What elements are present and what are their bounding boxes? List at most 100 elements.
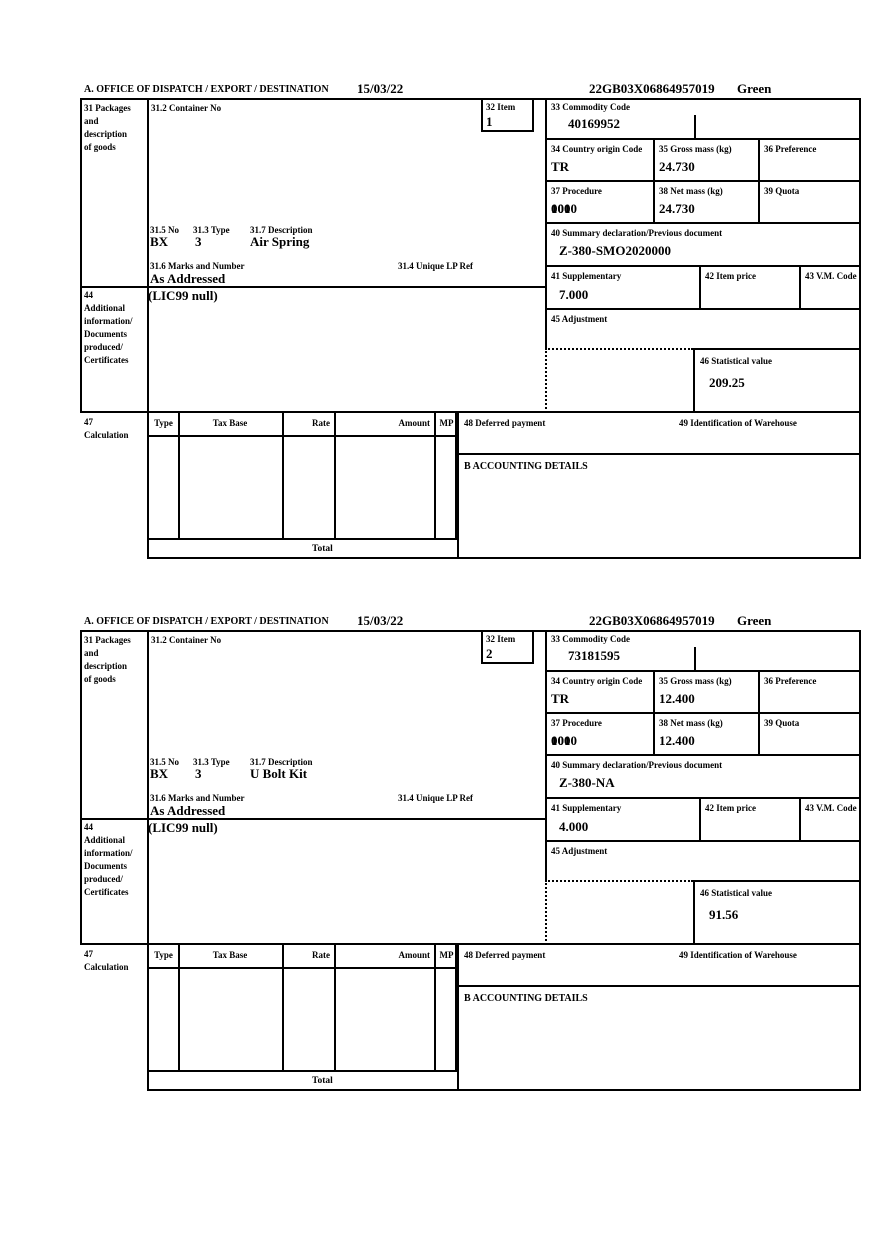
total-label: Total <box>312 1076 333 1086</box>
gross-mass-value: 24.730 <box>659 159 695 174</box>
row-41-42-43: 41 Supplementary 7.000 42 Item price 43 … <box>545 267 861 310</box>
dotted-region <box>545 880 693 945</box>
box48-deferred-payment: 48 Deferred payment <box>457 945 674 987</box>
item-number-label: 32 Item <box>486 102 516 112</box>
procedure-value-2: 001 <box>551 201 571 216</box>
box43-vm-code: 43 V.M. Code <box>799 799 863 840</box>
tax-base-header: Tax Base <box>212 418 248 428</box>
goods-description-value: Air Spring <box>250 234 310 249</box>
goods-description-value: U Bolt Kit <box>250 766 308 781</box>
table-column-divider <box>282 413 284 538</box>
box49-warehouse: 49 Identification of Warehouse <box>674 945 861 987</box>
tax-table-header: Type Tax Base Rate Amount MP <box>149 945 455 969</box>
statistical-value-label: 46 Statistical value <box>700 356 772 366</box>
box39-quota: 39 Quota <box>758 182 863 222</box>
box47-calculation-label: 47 Calculation <box>84 949 129 972</box>
net-mass-label: 38 Net mass (kg) <box>659 186 723 196</box>
supplementary-value: 7.000 <box>559 287 589 302</box>
tax-calculation-table: Type Tax Base Rate Amount MP <box>147 413 457 540</box>
box36-preference: 36 Preference <box>758 140 863 180</box>
tax-rate-header: Rate <box>312 950 330 960</box>
procedure-value-1: 1000 <box>551 201 577 216</box>
box42-item-price: 42 Item price <box>699 799 799 840</box>
statistical-value-label: 46 Statistical value <box>700 888 772 898</box>
deferred-payment-label: 48 Deferred payment <box>464 418 546 428</box>
box44-separator-line <box>80 286 545 288</box>
commodity-code-label: 33 Commodity Code <box>551 102 630 112</box>
tax-total-row: Total <box>147 540 457 559</box>
summary-declaration-value: Z-380-SMO2020000 <box>559 243 671 258</box>
box38-net-mass: 38 Net mass (kg) 12.400 <box>653 714 758 754</box>
warehouse-label: 49 Identification of Warehouse <box>679 418 797 428</box>
box36-preference: 36 Preference <box>758 672 863 712</box>
table-column-divider <box>334 413 336 538</box>
country-origin-value: TR <box>551 159 570 174</box>
item-price-label: 42 Item price <box>705 803 756 813</box>
box31-packages-label: 31 Packages and description of goods <box>84 635 131 684</box>
box37-procedure: 37 Procedure 1000 001 <box>547 714 653 754</box>
summary-declaration-value: Z-380-NA <box>559 775 615 790</box>
warehouse-label: 49 Identification of Warehouse <box>679 950 797 960</box>
gross-mass-value: 12.400 <box>659 691 695 706</box>
item-number-value: 1 <box>486 114 493 129</box>
supplementary-label: 41 Supplementary <box>551 803 622 813</box>
label-column-divider <box>147 98 149 413</box>
table-column-divider <box>434 413 436 538</box>
net-mass-label: 38 Net mass (kg) <box>659 718 723 728</box>
tax-mp-header: MP <box>439 950 454 960</box>
statistical-value-value: 91.56 <box>709 907 739 922</box>
net-mass-value: 24.730 <box>659 201 695 216</box>
commodity-code-value: 40169952 <box>568 116 620 131</box>
total-label: Total <box>312 544 333 554</box>
item-outline-box <box>80 98 861 413</box>
tax-amount-header: Amount <box>398 950 430 960</box>
net-mass-value: 12.400 <box>659 733 695 748</box>
unique-lp-ref-label: 31.4 Unique LP Ref <box>398 261 474 271</box>
box46-statistical-value: 46 Statistical value 209.25 <box>693 348 861 413</box>
table-column-divider <box>178 413 180 538</box>
vm-code-label: 43 V.M. Code <box>805 803 857 813</box>
item-price-label: 42 Item price <box>705 271 756 281</box>
row-34-35-36: 34 Country origin Code TR 35 Gross mass … <box>545 672 861 714</box>
marks-and-number-value: As Addressed <box>150 271 226 286</box>
dispatch-date: 15/03/22 <box>357 613 404 628</box>
box42-item-price: 42 Item price <box>699 267 799 308</box>
box38-net-mass: 38 Net mass (kg) 24.730 <box>653 182 758 222</box>
procedure-value-2: 001 <box>551 733 571 748</box>
box40-summary-declaration: 40 Summary declaration/Previous document… <box>545 756 861 799</box>
marks-and-number-label: 31.6 Marks and Number <box>150 261 245 271</box>
office-of-dispatch-label: A. OFFICE OF DISPATCH / EXPORT / DESTINA… <box>84 616 329 627</box>
procedure-label: 37 Procedure <box>551 718 602 728</box>
marks-and-number-value: As Addressed <box>150 803 226 818</box>
box40-summary-declaration: 40 Summary declaration/Previous document… <box>545 224 861 267</box>
tax-amount-header: Amount <box>398 418 430 428</box>
box35-gross-mass: 35 Gross mass (kg) 12.400 <box>653 672 758 712</box>
tax-type-header: Type <box>154 950 173 960</box>
container-no-label: 31.2 Container No <box>151 103 222 113</box>
accounting-details-box: B ACCOUNTING DETAILS <box>457 987 861 1091</box>
box47-calculation-label: 47 Calculation <box>84 417 129 440</box>
additional-info-value: (LIC99 null) <box>148 820 218 835</box>
packages-type-value: 3 <box>195 766 202 781</box>
declaration-item-block-1: A. OFFICE OF DISPATCH / EXPORT / DESTINA… <box>80 81 863 560</box>
box32-item-number: 32 Item 2 <box>481 630 534 664</box>
item-number-value: 2 <box>486 646 493 661</box>
dotted-region <box>545 348 693 413</box>
box41-supplementary: 41 Supplementary 4.000 <box>547 799 699 840</box>
box41-supplementary: 41 Supplementary 7.000 <box>547 267 699 308</box>
box45-adjustment: 45 Adjustment <box>545 842 861 880</box>
item-outline-box <box>80 630 861 945</box>
packages-no-label: 31.5 No <box>150 225 179 235</box>
additional-info-value: (LIC99 null) <box>148 288 218 303</box>
box37-procedure: 37 Procedure 1000 001 <box>547 182 653 222</box>
tax-type-header: Type <box>154 418 173 428</box>
summary-declaration-label: 40 Summary declaration/Previous document <box>551 760 723 770</box>
accounting-details-label: B ACCOUNTING DETAILS <box>464 993 588 1004</box>
gross-mass-label: 35 Gross mass (kg) <box>659 676 732 686</box>
preference-label: 36 Preference <box>764 144 817 154</box>
routing-status: Green <box>737 613 772 628</box>
supplementary-value: 4.000 <box>559 819 589 834</box>
country-origin-label: 34 Country origin Code <box>551 676 643 686</box>
tax-rate-header: Rate <box>312 418 330 428</box>
